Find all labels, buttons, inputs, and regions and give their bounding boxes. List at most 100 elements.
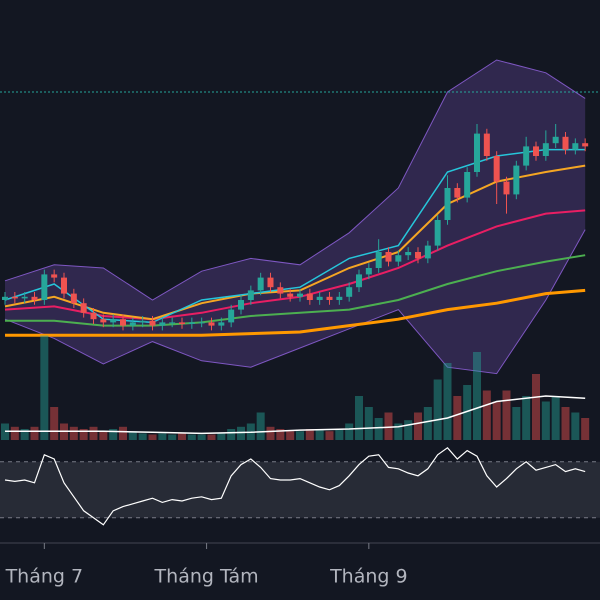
volume-bar [374, 418, 383, 440]
candle-body [120, 319, 126, 326]
volume-bar [502, 390, 511, 440]
candle-body [247, 290, 254, 300]
volume-bar [266, 426, 275, 440]
candle-body [159, 322, 166, 326]
moving-average [5, 288, 586, 337]
volume-bar [197, 434, 206, 440]
volume-bar [148, 434, 157, 440]
candle-body [542, 143, 549, 156]
candle-body [464, 172, 471, 198]
volume-bar [256, 412, 265, 440]
x-tick-label: Tháng 7 [5, 566, 84, 588]
volume-bar [463, 385, 472, 440]
volume-bar [128, 431, 137, 440]
volume-bar [237, 426, 245, 440]
candle-body [552, 136, 559, 144]
band-edge [4, 59, 586, 301]
volume-bar [541, 401, 550, 440]
candle-body [238, 300, 244, 310]
volume-bar [296, 431, 304, 440]
volume-bar [345, 423, 354, 440]
candle-body [424, 245, 431, 259]
volume-bar [69, 426, 78, 440]
volume-bar [99, 431, 108, 440]
candle-body [218, 322, 225, 326]
volume-bar [158, 433, 167, 440]
candle-body [326, 296, 333, 300]
candle-body [198, 322, 205, 324]
volume-bar [335, 429, 344, 440]
candle-body [513, 165, 520, 195]
candle-body [287, 293, 294, 297]
volume-bar [305, 429, 314, 440]
candle-body [129, 322, 136, 326]
candle-body [208, 322, 215, 326]
volume-bar [355, 396, 363, 440]
volume-bar [168, 434, 177, 440]
candle-body [11, 296, 18, 299]
candle-body [306, 293, 313, 300]
oscillator-line [4, 446, 586, 526]
candle-body [346, 287, 353, 297]
volume-bar [561, 407, 570, 440]
volume-bar [187, 434, 196, 440]
volume-bar [207, 434, 216, 440]
candle-body [21, 296, 28, 299]
volume-bar [522, 396, 531, 440]
candle-body [228, 309, 235, 323]
volume-bar [89, 426, 98, 440]
candle-body [572, 143, 579, 150]
candle-body [41, 274, 48, 300]
volume-bar [414, 412, 422, 440]
volume-bar [276, 429, 285, 440]
candle-body [523, 146, 530, 166]
volume-bar [423, 407, 432, 440]
volume-bar [394, 423, 403, 440]
candle-body [454, 188, 461, 198]
candle-body [385, 252, 392, 262]
candle-body [61, 277, 67, 294]
volume-bar [286, 431, 295, 440]
volume-bar [384, 412, 393, 440]
candle-body [375, 252, 382, 268]
volume-bar [433, 379, 442, 440]
candle-body [444, 188, 451, 220]
volume-bar [109, 429, 118, 440]
volume-bar [325, 431, 334, 440]
volume-bar [512, 407, 521, 440]
candle-body [415, 252, 421, 259]
candle-body [149, 320, 156, 326]
volume-bar [581, 418, 590, 440]
candle-body [257, 277, 264, 291]
volume-bar [492, 401, 501, 440]
candle-body [493, 156, 500, 182]
volume-bar [50, 407, 59, 440]
candle-body [2, 296, 8, 300]
candle-body [474, 133, 480, 172]
candle-body [277, 287, 284, 294]
band-edge [4, 229, 586, 375]
volume-bar [571, 412, 580, 440]
candle-body [80, 303, 87, 313]
candle-body [316, 296, 323, 300]
x-tick-label: Tháng 9 [329, 566, 408, 588]
volume-bar [551, 396, 560, 440]
candle-body [503, 181, 510, 195]
volume-bar [227, 429, 236, 440]
volume-bar [178, 433, 186, 440]
volume-average [5, 395, 586, 435]
volume-bar [364, 407, 373, 440]
candle-body [297, 293, 303, 297]
volume-bar [482, 390, 491, 440]
candle-body [395, 255, 402, 262]
candle-body [90, 312, 97, 320]
candle-body [356, 274, 362, 288]
candle-body [139, 320, 146, 323]
candle-body [483, 133, 490, 156]
volume-bar [10, 426, 19, 440]
candle-body [365, 268, 372, 275]
volume-bar [453, 396, 462, 440]
candle-body [110, 319, 117, 323]
candle-body [267, 277, 274, 288]
